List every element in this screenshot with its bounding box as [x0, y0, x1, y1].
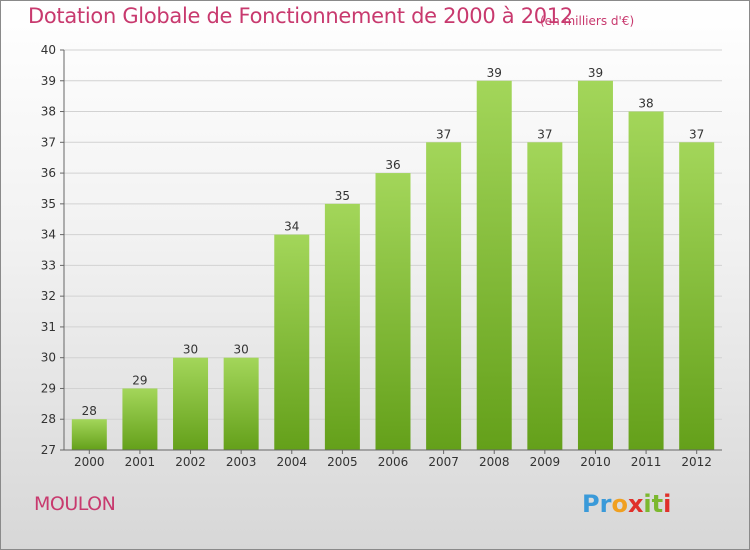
- bar: [577, 80, 613, 451]
- logo-letter: i: [663, 490, 672, 518]
- bar: [324, 203, 360, 450]
- data-label: 28: [82, 404, 97, 418]
- bar: [426, 142, 462, 451]
- bar: [679, 142, 715, 451]
- y-tick-label: 31: [41, 320, 56, 334]
- y-tick-label: 39: [41, 74, 56, 88]
- data-label: 30: [234, 343, 249, 357]
- y-tick-label: 37: [41, 135, 56, 149]
- x-tick-label: 2012: [681, 455, 712, 469]
- x-tick-label: 2004: [276, 455, 307, 469]
- y-tick-label: 32: [41, 289, 56, 303]
- x-tick-label: 2008: [479, 455, 510, 469]
- y-tick-label: 40: [41, 43, 56, 57]
- data-label: 35: [335, 189, 350, 203]
- bar: [375, 173, 411, 451]
- logo-letter: i: [643, 490, 652, 518]
- data-label: 30: [183, 343, 198, 357]
- bar: [274, 234, 310, 450]
- y-tick-label: 27: [41, 443, 56, 457]
- y-tick-label: 33: [41, 258, 56, 272]
- data-label: 29: [132, 373, 147, 387]
- x-tick-label: 2007: [428, 455, 459, 469]
- data-label: 37: [689, 127, 704, 141]
- x-tick-label: 2002: [175, 455, 206, 469]
- y-tick-label: 35: [41, 197, 56, 211]
- commune-name: MOULON: [34, 493, 116, 515]
- data-label: 37: [537, 127, 552, 141]
- bar: [122, 388, 158, 450]
- y-tick-label: 36: [41, 166, 56, 180]
- chart-title: Dotation Globale de Fonctionnement de 20…: [28, 4, 573, 28]
- bar: [223, 357, 259, 450]
- x-tick-label: 2005: [327, 455, 358, 469]
- data-label: 34: [284, 220, 299, 234]
- data-label: 38: [638, 97, 653, 111]
- logo-letter: x: [627, 490, 644, 518]
- x-tick-label: 2003: [226, 455, 257, 469]
- bar: [173, 357, 209, 450]
- x-tick-label: 2009: [530, 455, 561, 469]
- data-label: 39: [588, 66, 603, 80]
- logo-letter: o: [611, 490, 628, 518]
- x-tick-label: 2010: [580, 455, 611, 469]
- logo-letter: r: [599, 490, 612, 518]
- x-tick-label: 2001: [125, 455, 156, 469]
- x-tick-label: 2000: [74, 455, 105, 469]
- logo-letter: P: [582, 490, 600, 518]
- bar: [628, 111, 664, 451]
- y-tick-label: 29: [41, 381, 56, 395]
- proxiti-logo: Proxiti: [582, 490, 671, 518]
- bar: [71, 419, 107, 450]
- x-tick-label: 2006: [378, 455, 409, 469]
- data-label: 39: [487, 66, 502, 80]
- y-tick-label: 38: [41, 105, 56, 119]
- y-tick-label: 28: [41, 412, 56, 426]
- data-label: 36: [385, 158, 400, 172]
- x-tick-label: 2011: [631, 455, 662, 469]
- bar: [476, 80, 512, 451]
- data-label: 37: [436, 127, 451, 141]
- logo-letter: t: [651, 490, 664, 518]
- bar: [527, 142, 563, 451]
- chart-subtitle: (en milliers d'€): [540, 14, 635, 28]
- y-tick-label: 30: [41, 351, 56, 365]
- y-tick-label: 34: [41, 228, 56, 242]
